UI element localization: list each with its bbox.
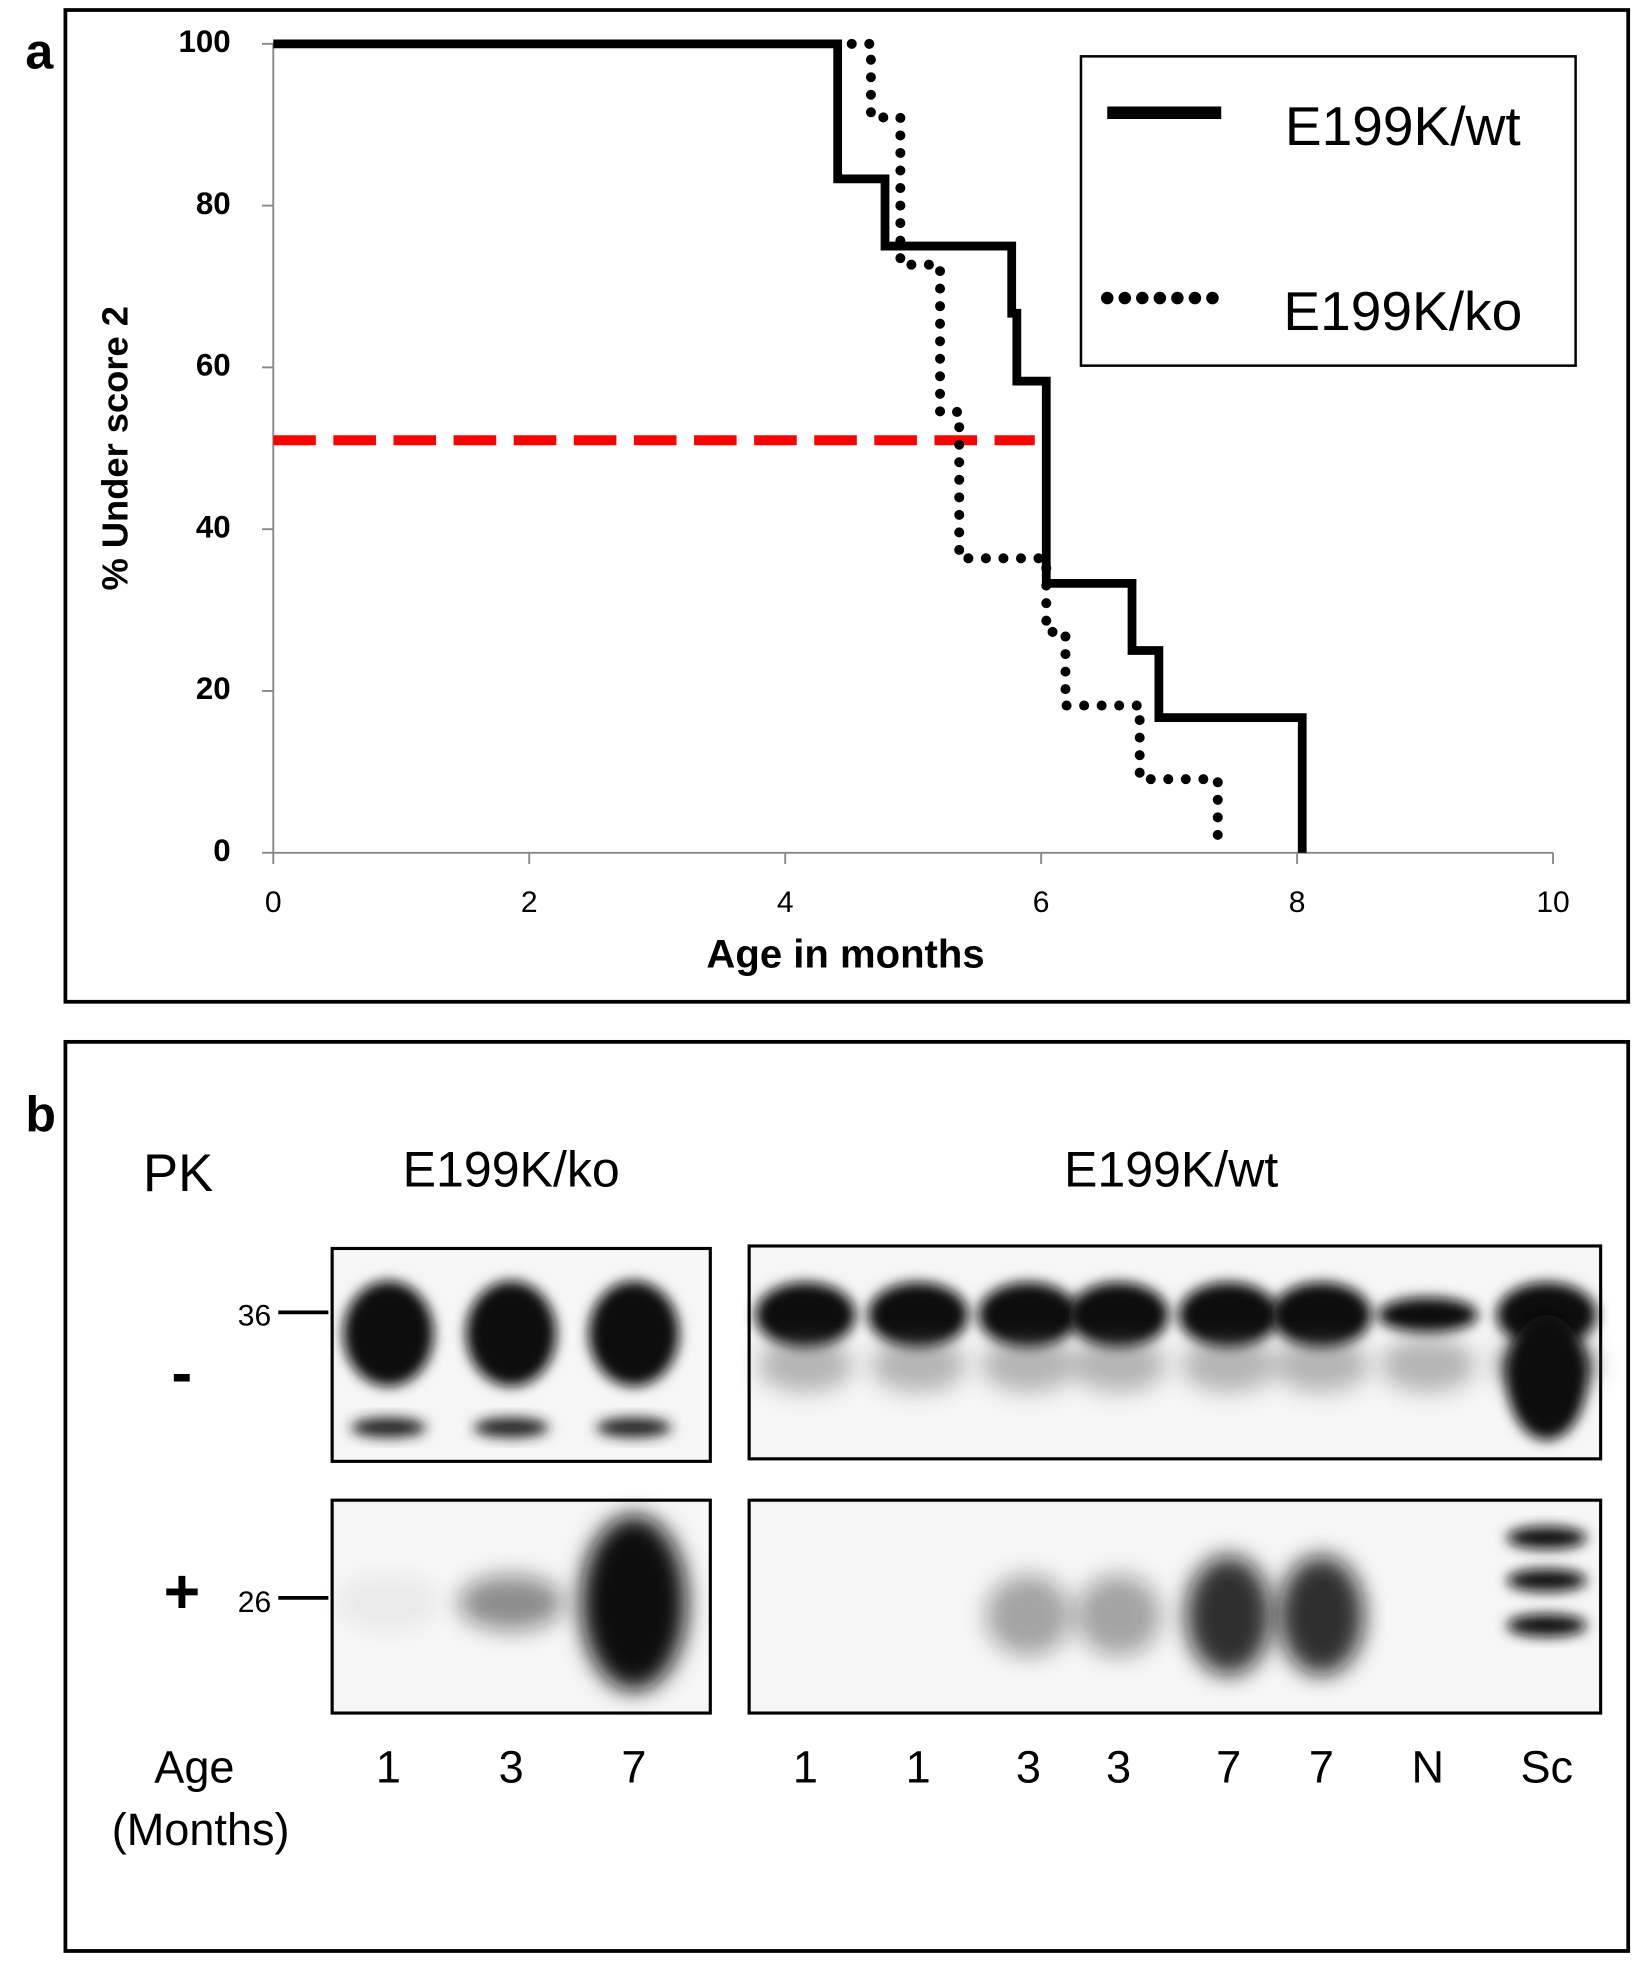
blot-band [343,1281,434,1387]
age-label: Age [154,1742,234,1793]
row-sign: + [164,1557,201,1627]
blot-band [1506,1614,1587,1637]
blot-band [755,1282,856,1348]
panel-label: b [25,1086,56,1142]
blot-band [757,1337,854,1393]
x-tick-label: 10 [1536,886,1569,919]
x-tick-label: 4 [777,886,794,919]
blot-frame [747,1498,1603,1715]
panel-frame [63,8,1631,1004]
legend-label: E199K/ko [1283,280,1522,342]
lane-label: N [1412,1742,1445,1793]
blot-band [978,1282,1079,1348]
y-tick-label: 100 [178,24,230,59]
marker-label: 36 [238,1299,271,1332]
blot-band [1506,1569,1587,1592]
lane-label: 3 [1016,1742,1041,1793]
blot-band [985,1574,1071,1657]
blot-band [1070,1337,1167,1393]
lane-label: 7 [1216,1742,1241,1793]
group-label: E199K/wt [1064,1142,1278,1198]
group-label: E199K/ko [403,1142,620,1198]
blot-band [581,1515,687,1691]
y-tick-label: 0 [213,833,230,868]
lane-label: 1 [793,1742,818,1793]
blot-band [1506,1314,1587,1441]
x-axis-title: Age in months [706,932,984,976]
marker-label: 26 [238,1586,271,1619]
lane-label: 3 [1106,1742,1131,1793]
blot-band [1380,1337,1476,1393]
x-tick-label: 2 [521,886,538,919]
panel-frame [63,1039,1631,1953]
blot-band [588,1281,680,1387]
lane-label: 1 [376,1742,401,1793]
blot-band [473,1417,549,1438]
panel-label: a [25,23,54,79]
blot-band [458,1575,564,1631]
blot-band [1075,1574,1162,1657]
lane-label: 3 [499,1742,524,1793]
lane-label: 1 [906,1742,931,1793]
y-tick-label: 60 [196,348,231,383]
blot-images: 1 3 7 1 1 3 3 7 7 N Sc [330,1244,1603,1793]
blot-band [350,1417,427,1438]
x-tick-label: 6 [1033,886,1050,919]
y-tick-label: 20 [196,671,231,706]
blot-band [1068,1282,1169,1348]
series-line [273,39,1307,853]
blot-band [1506,1526,1587,1550]
lane-label: 7 [621,1742,646,1793]
row-sign: - [171,1338,192,1408]
x-tick-label: 8 [1289,886,1306,919]
blot-band [1178,1282,1279,1348]
blot-band [1181,1337,1277,1393]
plot-area: 0 20 40 60 80 100 0 2 4 6 8 10 E199K/wt E199K/ko [178,24,1569,919]
legend-label: E199K/wt [1285,95,1521,157]
blot-band [1186,1555,1272,1675]
blot-band [466,1281,557,1387]
blot-band [980,1337,1076,1393]
blot-band [870,1337,966,1393]
y-tick-label: 40 [196,509,231,544]
y-tick-label: 80 [196,186,231,221]
blot-band [596,1417,672,1438]
y-axis-title: % Under score 2 [95,306,136,590]
blot-band [1273,1337,1369,1393]
blot-band [868,1282,969,1348]
blot-band [335,1575,442,1631]
treatment-label: PK [143,1144,213,1203]
lane-label: 7 [1309,1742,1334,1793]
lane-label: Sc [1520,1742,1573,1793]
age-label: (Months) [112,1804,290,1855]
blot-band [1271,1282,1372,1348]
blot-band [1377,1297,1478,1333]
x-tick-label: 0 [265,886,282,919]
blot-band [1278,1555,1364,1675]
